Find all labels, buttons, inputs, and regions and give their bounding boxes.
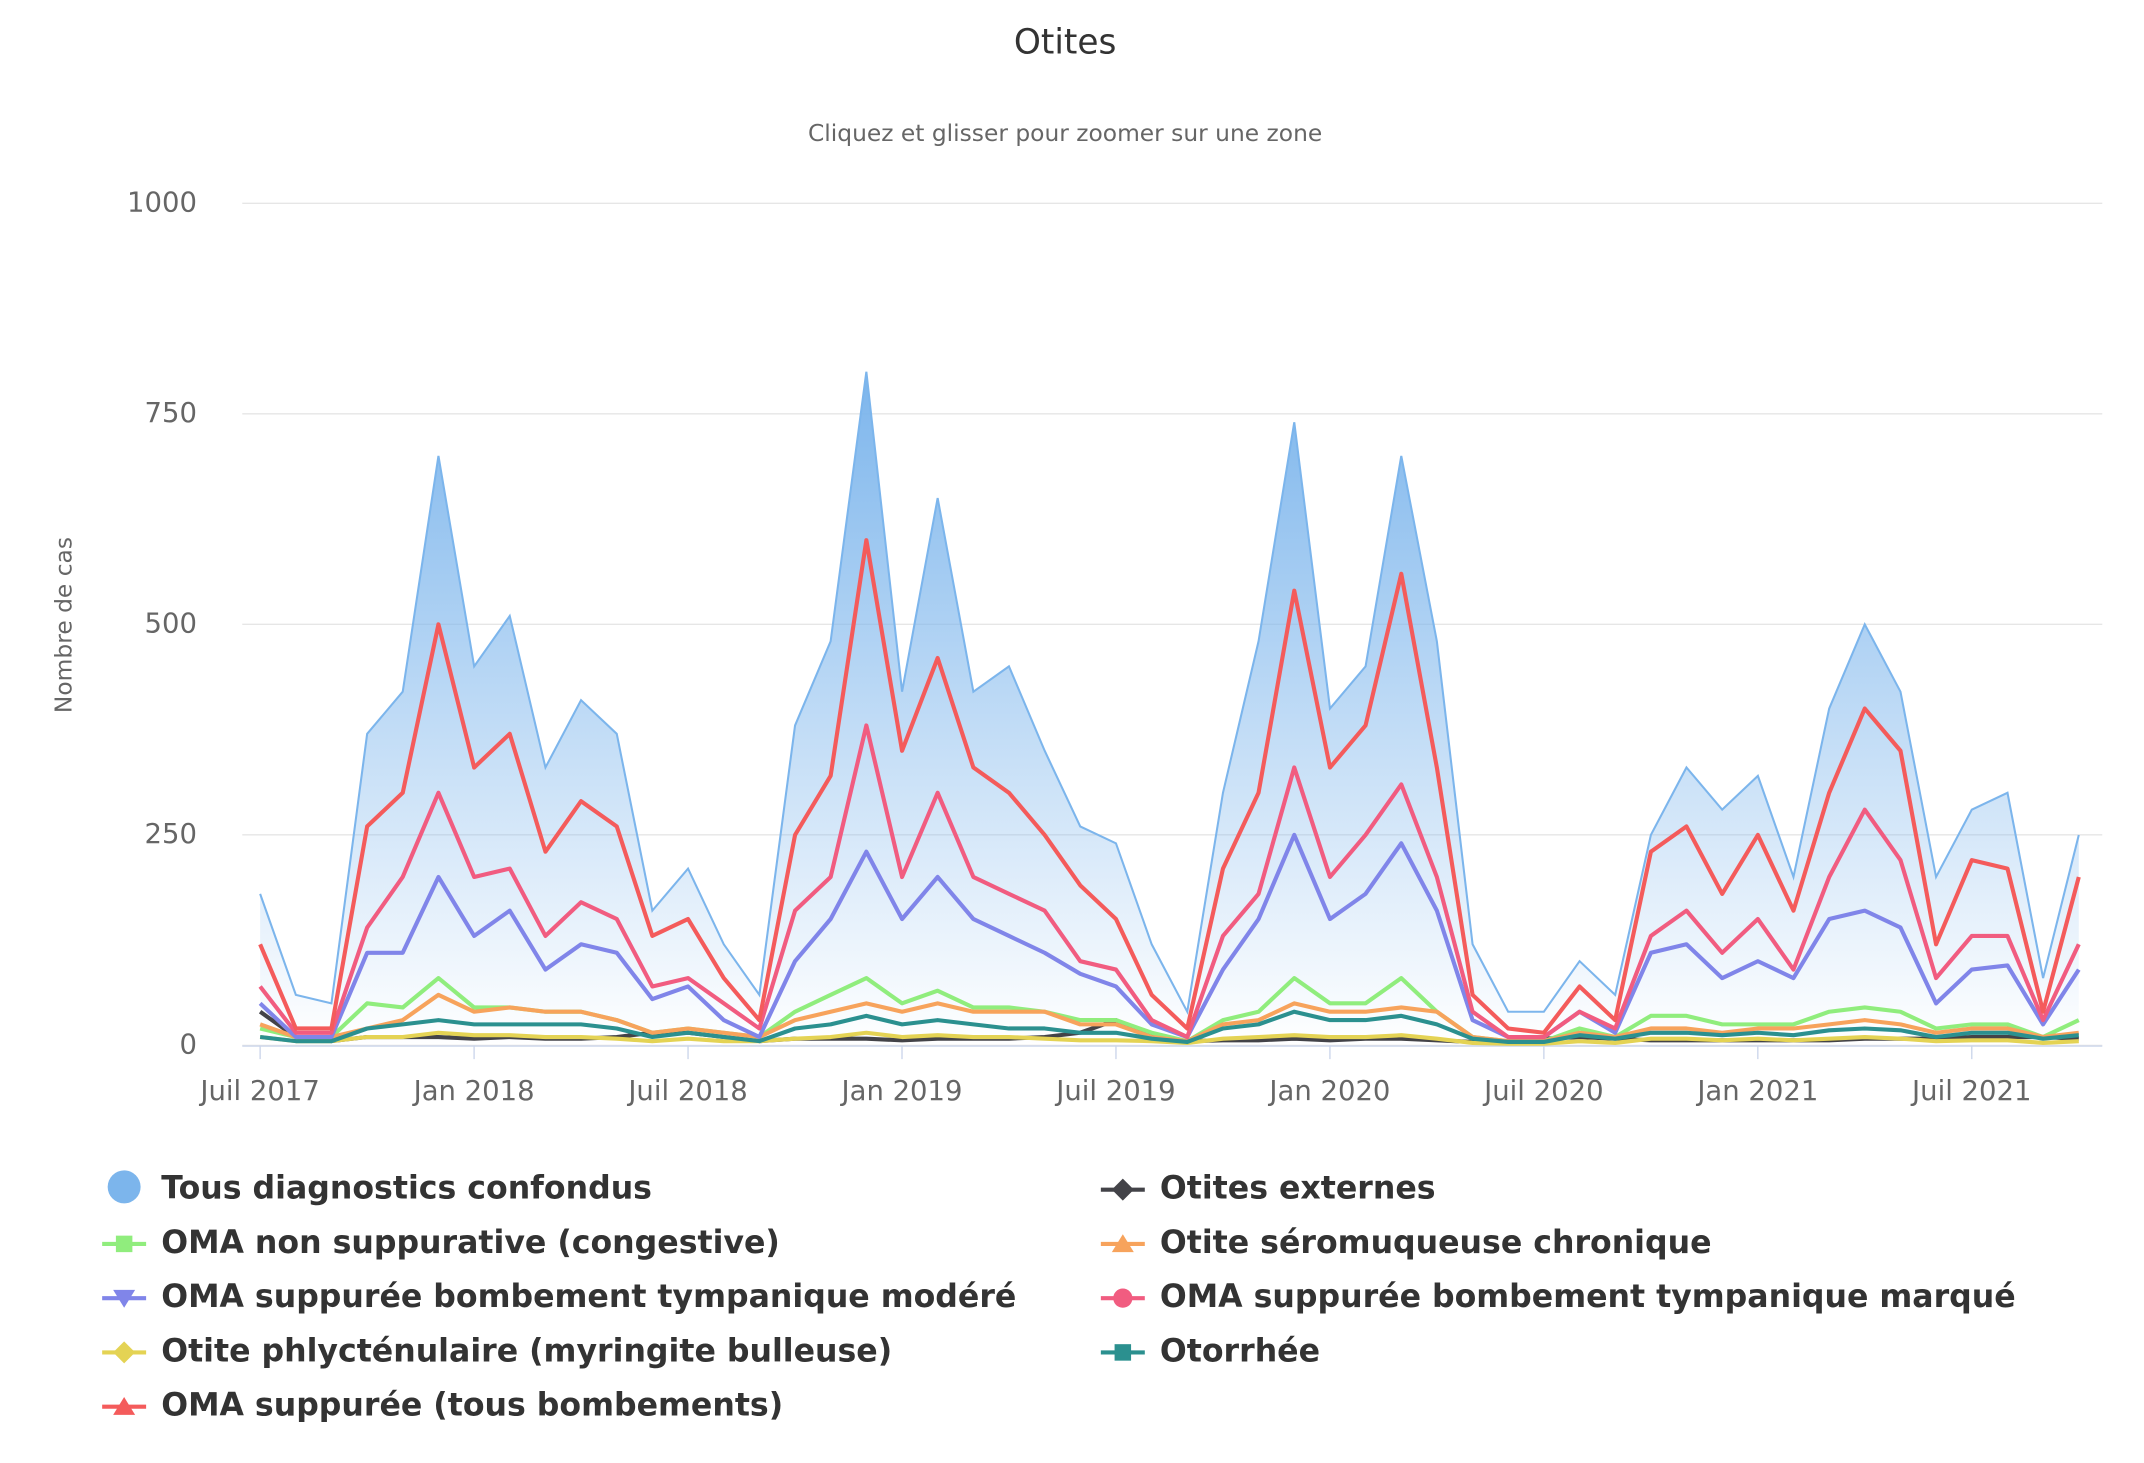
legend-label: Tous diagnostics confondus [161,1171,652,1207]
y-tick-label: 1000 [127,187,197,218]
legend-marker [1111,1234,1134,1253]
x-tick-label: Juil 2020 [1482,1076,1603,1107]
legend-marker [115,1235,133,1253]
legend-item: Tous diagnostics confondus [107,1170,652,1207]
x-tick-label: Jan 2018 [412,1076,535,1107]
legend-item: Otite phlycténulaire (myringite bulleuse… [102,1333,892,1369]
x-tick-label: Jan 2020 [1267,1076,1390,1107]
y-tick-label: 750 [145,398,197,429]
chart-title: Otites [1014,22,1116,62]
legend-item: OMA suppurée bombement tympanique modéré [102,1279,1016,1315]
legend-label: Otite séromuqueuse chronique [1160,1225,1712,1261]
x-tick-label: Juil 2021 [1910,1076,2031,1107]
legend-marker [113,1397,136,1415]
x-tick-label: Jan 2021 [1695,1076,1818,1107]
legend-marker [1111,1178,1134,1201]
legend-item: Otite séromuqueuse chronique [1100,1225,1712,1261]
legend-label: OMA suppurée bombement tympanique modéré [161,1279,1016,1315]
legend-item: OMA suppurée bombement tympanique marqué [1100,1279,2016,1315]
legend-marker [113,1341,136,1364]
legend-marker [107,1170,141,1204]
x-tick-label: Jan 2019 [840,1076,963,1107]
y-axis-title: Nombre de cas [50,537,78,713]
x-tick-label: Juil 2019 [1054,1076,1175,1107]
y-tick-label: 250 [145,819,197,850]
x-tick-label: Juil 2018 [626,1076,747,1107]
legend-label: OMA suppurée (tous bombements) [161,1388,783,1424]
legend-marker [1113,1288,1133,1308]
legend-label: OMA suppurée bombement tympanique marqué [1160,1279,2016,1315]
series-line [258,538,2081,1035]
legend-item: OMA non suppurative (congestive) [102,1225,780,1261]
area-line [259,371,2080,1015]
legend-label: Otite phlycténulaire (myringite bulleuse… [161,1333,892,1369]
legend-item: Otorrhée [1100,1333,1320,1369]
legend-label: Otorrhée [1160,1333,1320,1369]
chart-subtitle: Cliquez et glisser pour zoomer sur une z… [808,119,1322,147]
series-line [259,1009,2079,1045]
legend-item: Otites externes [1100,1171,1436,1207]
y-tick-label: 500 [145,608,197,639]
x-tick-label: Juil 2017 [198,1076,319,1107]
legend-label: Otites externes [1160,1171,1436,1207]
y-tick-label: 0 [179,1029,196,1060]
series-line [258,723,2081,1040]
area-fill [260,371,2079,1046]
legend-item: OMA suppurée (tous bombements) [102,1388,783,1424]
legend-label: OMA non suppurative (congestive) [161,1225,780,1261]
legend-marker [1114,1344,1132,1361]
legend-marker [113,1289,136,1308]
